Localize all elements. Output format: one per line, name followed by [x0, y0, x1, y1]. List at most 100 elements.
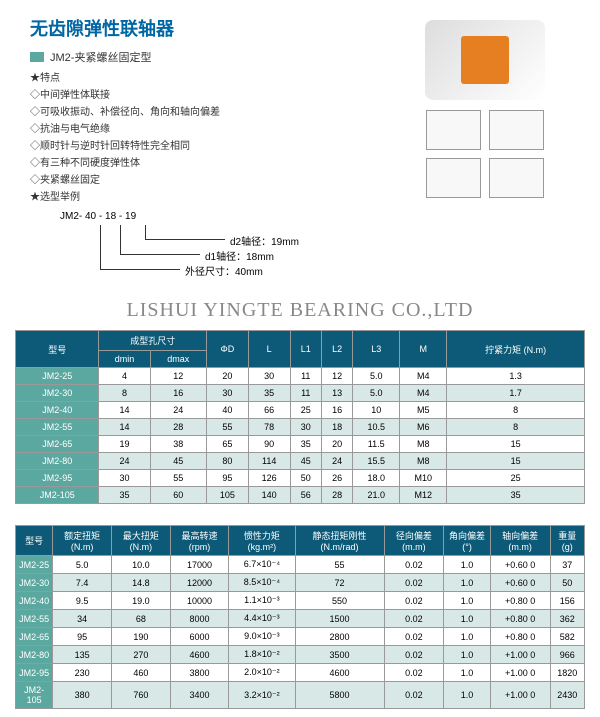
table-cell: 90 — [248, 436, 290, 453]
table-cell: 30 — [206, 385, 248, 402]
table-cell: 14.8 — [112, 574, 171, 592]
table-cell: JM2-95 — [16, 470, 99, 487]
table-cell: 35 — [99, 487, 150, 504]
table-cell: 24 — [150, 402, 206, 419]
table-cell: +0.60 0 — [490, 574, 550, 592]
table-cell: 1.8×10⁻² — [229, 646, 295, 664]
table-cell: 2800 — [295, 628, 384, 646]
table-row: JM2-95305595126502618.0M1025 — [16, 470, 585, 487]
col-l3: L3 — [353, 331, 400, 368]
table-cell: 4.4×10⁻³ — [229, 610, 295, 628]
table-cell: 15 — [447, 453, 585, 470]
table-cell: 1.0 — [444, 664, 490, 682]
watermark: LISHUI YINGTE BEARING CO.,LTD — [0, 299, 600, 322]
table-cell: 4600 — [170, 646, 228, 664]
table-cell: +0.80 0 — [490, 628, 550, 646]
coupling-image — [425, 20, 545, 100]
table-cell: 4 — [99, 368, 150, 385]
table-cell: JM2-95 — [16, 664, 53, 682]
table-cell: 8 — [447, 402, 585, 419]
table-cell: 0.02 — [384, 592, 444, 610]
example-model: JM2- 40 - 18 - 19 — [60, 211, 136, 222]
table-cell: JM2-55 — [16, 610, 53, 628]
col-l2: L2 — [321, 331, 352, 368]
table-cell: 24 — [99, 453, 150, 470]
table-cell: 80 — [206, 453, 248, 470]
table-cell: 190 — [112, 628, 171, 646]
table-cell: 114 — [248, 453, 290, 470]
table-cell: 1.0 — [444, 628, 490, 646]
table-cell: 0.02 — [384, 664, 444, 682]
table-cell: 19 — [99, 436, 150, 453]
table-row: JM2-10538076034003.2×10⁻²58000.021.0+1.0… — [16, 682, 585, 709]
table-cell: 3500 — [295, 646, 384, 664]
table-cell: 11.5 — [353, 436, 400, 453]
table-cell: JM2-80 — [16, 646, 53, 664]
table-cell: 13 — [321, 385, 352, 402]
table-cell: 30 — [248, 368, 290, 385]
table-cell: 582 — [550, 628, 584, 646]
table-cell: 135 — [53, 646, 112, 664]
table-cell: 38 — [150, 436, 206, 453]
table-cell: 68 — [112, 610, 171, 628]
table-cell: 460 — [112, 664, 171, 682]
table-cell: JM2-65 — [16, 628, 53, 646]
table-cell: 56 — [290, 487, 321, 504]
table-cell: 5800 — [295, 682, 384, 709]
table-cell: 28 — [150, 419, 206, 436]
table-cell: 15 — [447, 436, 585, 453]
table-cell: 2430 — [550, 682, 584, 709]
col-dmax: dmax — [150, 351, 206, 368]
table-cell: 34 — [53, 610, 112, 628]
table-cell: 5.0 — [53, 556, 112, 574]
table-cell: 10.5 — [353, 419, 400, 436]
table-cell: 9.0×10⁻³ — [229, 628, 295, 646]
table-cell: 25 — [290, 402, 321, 419]
specifications-table-1: 型号 成型孔尺寸 ΦD L L1 L2 L3 M 拧紧力矩 (N.m) dmin… — [15, 330, 585, 504]
table-row: JM2-80244580114452415.5M815 — [16, 453, 585, 470]
table-cell: M4 — [400, 368, 447, 385]
table-cell: 5.0 — [353, 368, 400, 385]
col-model: 型号 — [16, 331, 99, 368]
table-cell: 35 — [447, 487, 585, 504]
table-row: JM2-409.519.0100001.1×10⁻³5500.021.0+0.8… — [16, 592, 585, 610]
example-d2: d2轴径：19mm — [230, 233, 299, 248]
col-torque: 拧紧力矩 (N.m) — [447, 331, 585, 368]
table-cell: JM2-25 — [16, 556, 53, 574]
table-cell: M12 — [400, 487, 447, 504]
table-cell: 0.02 — [384, 574, 444, 592]
specifications-table-2: 型号额定扭矩 (N.m)最大扭矩 (N.m)最高转速 (rpm)惯性力矩 (kg… — [15, 525, 585, 709]
table-cell: 78 — [248, 419, 290, 436]
table-cell: 230 — [53, 664, 112, 682]
col-header: 重量 (g) — [550, 526, 584, 556]
table-cell: JM2-105 — [16, 487, 99, 504]
table-cell: 2.0×10⁻² — [229, 664, 295, 682]
table-cell: 1.0 — [444, 646, 490, 664]
table-cell: 0.02 — [384, 556, 444, 574]
table-cell: JM2-55 — [16, 419, 99, 436]
table-cell: 25 — [447, 470, 585, 487]
col-header: 额定扭矩 (N.m) — [53, 526, 112, 556]
table-cell: 140 — [248, 487, 290, 504]
table-cell: 21.0 — [353, 487, 400, 504]
table-cell: 8000 — [170, 610, 228, 628]
table-cell: M10 — [400, 470, 447, 487]
table-cell: 45 — [150, 453, 206, 470]
table-cell: 6.7×10⁻⁴ — [229, 556, 295, 574]
table-cell: 35 — [248, 385, 290, 402]
table-cell: 1.7 — [447, 385, 585, 402]
table-cell: JM2-40 — [16, 592, 53, 610]
table-cell: JM2-40 — [16, 402, 99, 419]
subtitle-marker — [30, 52, 44, 62]
table-cell: 14 — [99, 419, 150, 436]
table-cell: 12 — [321, 368, 352, 385]
col-header: 最大扭矩 (N.m) — [112, 526, 171, 556]
table-cell: 0.02 — [384, 646, 444, 664]
table-cell: 1.1×10⁻³ — [229, 592, 295, 610]
col-dmin: dmin — [99, 351, 150, 368]
table-cell: M5 — [400, 402, 447, 419]
tech-drawing — [489, 110, 544, 150]
table-cell: 0.02 — [384, 610, 444, 628]
table-cell: 1.0 — [444, 574, 490, 592]
table-cell: 50 — [290, 470, 321, 487]
